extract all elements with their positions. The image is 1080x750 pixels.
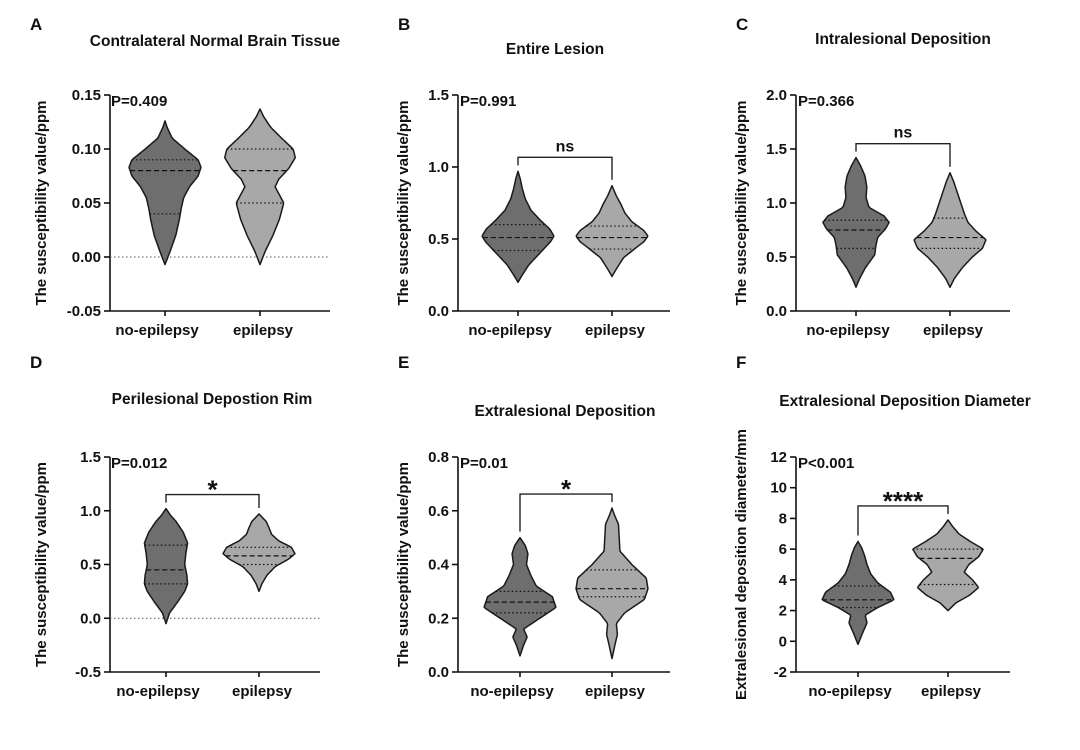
chart-title: Entire Lesion (506, 41, 604, 58)
significance-label: ns (556, 138, 575, 155)
x-tick-label: epilepsy (585, 322, 646, 339)
p-value: P=0.012 (111, 455, 167, 472)
panel-e: E Extralesional Deposition The susceptibil… (395, 353, 670, 700)
y-tick-label: 10 (770, 480, 787, 497)
panel-letter: C (736, 15, 748, 34)
chart-title: Extralesional Deposition Diameter (779, 393, 1031, 410)
y-tick-label: 2.0 (766, 87, 787, 104)
y-axis-label: The susceptibility value/ppm (33, 100, 50, 305)
p-value: P<0.001 (798, 455, 854, 472)
violin-no-epilepsy (821, 540, 895, 646)
y-tick-label: 1.5 (428, 87, 449, 104)
y-axis-label: The susceptibility value/ppm (33, 462, 50, 667)
x-tick-label: no-epilepsy (468, 322, 552, 339)
significance-bracket (857, 505, 949, 536)
y-tick-label: 1.5 (766, 141, 787, 158)
panel-b: B Entire Lesion The susceptibility value/p… (395, 15, 670, 339)
y-tick-label: 0.5 (766, 249, 787, 266)
x-tick-label: no-epilepsy (808, 683, 892, 700)
y-tick-label: 0.8 (428, 449, 449, 466)
violin-no-epilepsy (128, 120, 202, 266)
x-tick-label: epilepsy (923, 322, 984, 339)
significance-bracket (165, 493, 260, 508)
panel-letter: D (30, 353, 42, 372)
y-tick-label: 0.0 (80, 610, 101, 627)
x-tick-label: no-epilepsy (116, 683, 200, 700)
y-tick-label: 6 (779, 541, 787, 558)
p-value: P=0.409 (111, 93, 167, 110)
significance-label: **** (883, 486, 924, 516)
y-tick-label: 0.6 (428, 503, 449, 520)
y-tick-label: 0.5 (80, 557, 101, 574)
panel-letter: E (398, 353, 409, 372)
y-tick-label: -0.05 (67, 303, 101, 320)
y-tick-label: 2 (779, 603, 787, 620)
y-tick-label: 1.0 (80, 503, 101, 520)
y-tick-label: 0.10 (72, 141, 101, 158)
x-tick-label: epilepsy (921, 683, 982, 700)
violin-epilepsy (575, 184, 649, 278)
y-tick-label: 12 (770, 449, 787, 466)
panel-a: A Contralateral Normal Brain Tissue The su… (30, 15, 341, 339)
y-tick-label: 0.0 (766, 303, 787, 320)
p-value: P=0.01 (460, 455, 508, 472)
y-tick-label: 1.0 (766, 195, 787, 212)
panel-d: D Perilesional Depostion Rim The susceptib… (30, 353, 320, 700)
violin-no-epilepsy (483, 536, 557, 657)
panel-letter: A (30, 15, 42, 34)
y-tick-label: 1.0 (428, 159, 449, 176)
x-tick-label: no-epilepsy (115, 322, 199, 339)
chart-title: Extralesional Deposition (475, 403, 656, 420)
significance-label: ns (894, 125, 913, 142)
chart-title: Perilesional Depostion Rim (112, 391, 313, 408)
violin-epilepsy (222, 513, 296, 593)
y-tick-label: -2 (774, 664, 787, 681)
x-tick-label: epilepsy (232, 683, 293, 700)
y-axis-label: The susceptibility value/ppm (395, 100, 412, 305)
y-tick-label: 0.4 (428, 557, 450, 574)
y-tick-label: 0 (779, 633, 787, 650)
y-tick-label: 1.5 (80, 449, 101, 466)
violin-no-epilepsy (822, 156, 890, 288)
violin-no-epilepsy (481, 170, 555, 283)
y-tick-label: 8 (779, 510, 787, 527)
significance-bracket (855, 142, 951, 167)
y-axis-label: Extralesional deposition diameter/mm (733, 429, 750, 700)
significance-label: * (207, 475, 218, 505)
y-tick-label: 0.0 (428, 303, 449, 320)
violin-epilepsy (912, 519, 984, 612)
significance-bracket (519, 493, 613, 532)
violin-no-epilepsy (143, 507, 189, 625)
significance-label: * (561, 474, 572, 504)
y-tick-label: 0.2 (428, 610, 449, 627)
y-tick-label: 0.05 (72, 195, 101, 212)
y-tick-label: 4 (779, 572, 788, 589)
chart-title: Contralateral Normal Brain Tissue (90, 33, 341, 50)
violin-epilepsy (575, 507, 649, 660)
x-tick-label: epilepsy (233, 322, 294, 339)
panel-f: F Extralesional Deposition Diameter Extral… (733, 353, 1031, 700)
violin-epilepsy (913, 172, 987, 288)
panel-c: C Intralesional Deposition The susceptibil… (733, 15, 1010, 339)
panel-letter: B (398, 15, 410, 34)
chart-title: Intralesional Deposition (815, 31, 991, 48)
y-tick-label: 0.0 (428, 664, 449, 681)
y-axis-label: The susceptibility value/ppm (733, 100, 750, 305)
y-tick-label: 0.15 (72, 87, 101, 104)
p-value: P=0.366 (798, 93, 854, 110)
panel-letter: F (736, 353, 746, 372)
y-tick-label: 0.5 (428, 231, 449, 248)
y-axis-label: The susceptibility value/ppm (395, 462, 412, 667)
p-value: P=0.991 (460, 93, 516, 110)
significance-bracket (517, 156, 613, 180)
x-tick-label: epilepsy (585, 683, 646, 700)
x-tick-label: no-epilepsy (806, 322, 890, 339)
x-tick-label: no-epilepsy (470, 683, 554, 700)
y-tick-label: 0.00 (72, 249, 101, 266)
y-tick-label: -0.5 (75, 664, 101, 681)
violin-epilepsy (223, 108, 297, 266)
